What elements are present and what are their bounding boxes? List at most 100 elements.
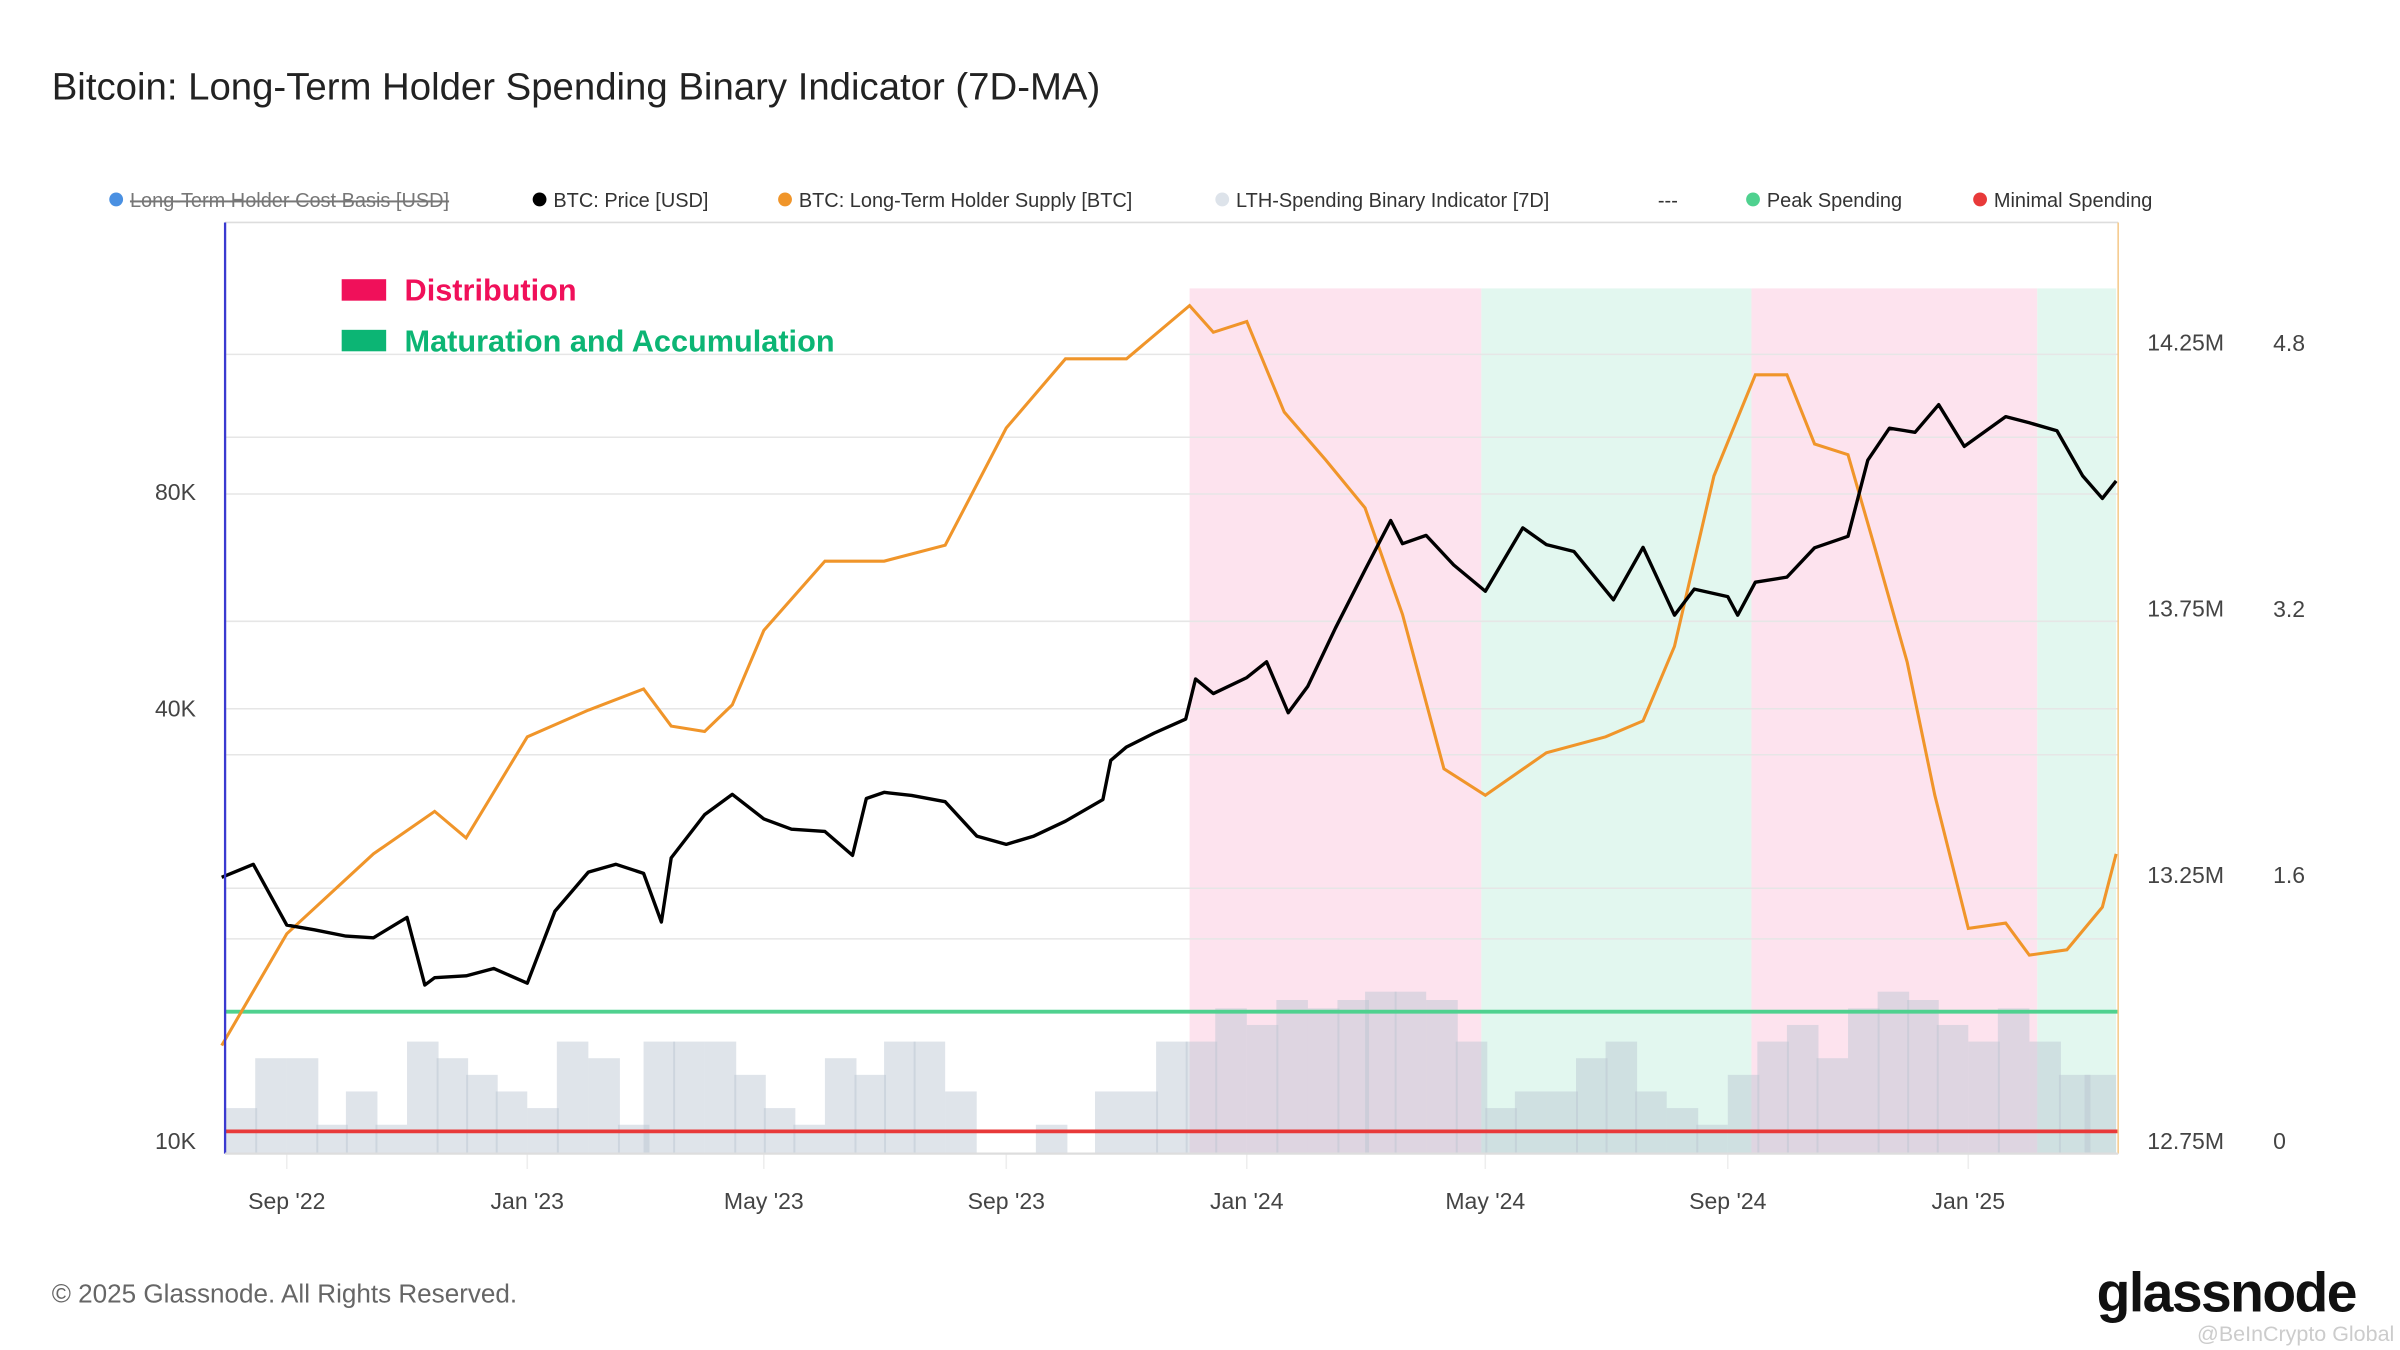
x-tick-label: Sep '24: [1689, 1188, 1766, 1214]
legend-item[interactable]: Long-Term Holder Cost Basis [USD]: [109, 190, 449, 212]
legend-dot-icon: [109, 192, 124, 207]
legend: Long-Term Holder Cost Basis [USD] BTC: Pr…: [109, 190, 2152, 212]
region-maturation-and-accumulation: [2037, 288, 2117, 1154]
indicator-bar: [407, 1041, 439, 1154]
legend-item[interactable]: BTC: Price [USD]: [532, 190, 709, 212]
y-right-supply-tick-label: 13.75M: [2147, 596, 2224, 622]
legend-label: LTH-Spending Binary Indicator [7D]: [1236, 190, 1549, 212]
indicator-bar: [1907, 1000, 1939, 1154]
indicator-bar: [793, 1124, 825, 1154]
indicator-bar: [1635, 1091, 1667, 1154]
indicator-bar: [1365, 991, 1397, 1154]
indicator-bar: [1426, 1000, 1458, 1154]
x-tick-label: Jan '25: [1932, 1188, 2005, 1214]
indicator-bar: [673, 1041, 705, 1154]
indicator-bar: [734, 1074, 766, 1154]
indicator-bar: [1185, 1041, 1218, 1154]
indicator-bar: [1307, 1008, 1340, 1154]
legend-item[interactable]: Minimal Spending: [1973, 190, 2152, 212]
indicator-bar: [345, 1091, 378, 1154]
chart-title: Bitcoin: Long-Term Holder Spending Binar…: [52, 66, 1101, 109]
indicator-bar: [1035, 1124, 1068, 1154]
y-right-indicator-tick-label: 4.8: [2273, 330, 2305, 356]
region-maturation-and-accumulation: [1481, 288, 1752, 1154]
y-right-indicator-tick-label: 0: [2273, 1128, 2286, 1154]
indicator-bar: [1786, 1024, 1819, 1154]
watermark: @BeInCrypto Global: [2197, 1322, 2394, 1346]
indicator-bar: [1877, 991, 1910, 1154]
indicator-bar: [556, 1041, 589, 1154]
legend-item[interactable]: LTH-Spending Binary Indicator [7D]: [1215, 190, 1549, 212]
y-right-supply-tick-label: 14.25M: [2147, 330, 2224, 356]
indicator-bar: [1094, 1091, 1127, 1154]
axes: Sep '22 Jan '23 May '23 Sep '23 Jan '24 May '…: [155, 221, 2305, 1214]
distribution-swatch: [341, 279, 387, 301]
legend-item[interactable]: ---: [1658, 190, 1678, 212]
legend-dot-icon: [1973, 192, 1987, 207]
distribution-label: Distribution: [405, 273, 577, 308]
y-right-indicator-tick-label: 3.2: [2273, 596, 2305, 622]
indicator-bar: [1126, 1091, 1159, 1154]
indicator-bar: [854, 1074, 887, 1154]
legend-item[interactable]: Peak Spending: [1746, 190, 1902, 212]
btc-price-line: [221, 403, 2118, 987]
indicator-bar: [1816, 1058, 1849, 1154]
x-tick-label: Sep '23: [968, 1188, 1045, 1214]
y-left-tick-label: 10K: [155, 1128, 197, 1154]
indicator-bar: [316, 1124, 348, 1154]
x-tick-label: Sep '22: [248, 1188, 325, 1214]
legend-label: ---: [1658, 190, 1678, 212]
indicator-bar: [466, 1074, 498, 1154]
indicator-bar: [643, 1041, 676, 1154]
x-tick-label: Jan '24: [1210, 1188, 1284, 1214]
y-right-supply-tick-label: 13.25M: [2147, 862, 2224, 888]
x-tick-label: Jan '23: [491, 1188, 564, 1214]
annotation-accumulation: Maturation and Accumulation: [341, 323, 835, 358]
indicator-bar: [1156, 1041, 1188, 1154]
indicator-bar: [1337, 1000, 1370, 1154]
y-right-supply-tick-label: 12.75M: [2147, 1128, 2224, 1154]
legend-dot-icon: [1215, 192, 1230, 207]
indicator-bar: [286, 1058, 319, 1154]
indicator-bar: [1246, 1024, 1279, 1154]
y-left-tick-label: 40K: [155, 695, 197, 721]
legend-item[interactable]: BTC: Long-Term Holder Supply [BTC]: [778, 190, 1132, 212]
legend-label: BTC: Long-Term Holder Supply [BTC]: [799, 190, 1133, 212]
y-left-tick-label: 80K: [155, 479, 197, 505]
indicator-bar: [945, 1091, 977, 1154]
indicator-bar: [375, 1124, 408, 1154]
indicator-bar: [1997, 1008, 2030, 1154]
x-tick-label: May '24: [1445, 1188, 1525, 1214]
indicator-bar: [1757, 1041, 1789, 1154]
region-distribution: [1751, 288, 2038, 1154]
copyright: © 2025 Glassnode. All Rights Reserved.: [52, 1278, 517, 1308]
indicator-bar: [1394, 991, 1427, 1154]
region-distribution: [1189, 288, 1482, 1154]
indicator-bar: [436, 1058, 469, 1154]
indicator-bar: [255, 1058, 287, 1154]
indicator-bar: [2058, 1074, 2091, 1154]
indicator-bar: [1215, 1008, 1247, 1154]
indicator-bar: [1936, 1024, 1969, 1154]
legend-dot-icon: [1746, 192, 1760, 207]
indicator-bar: [588, 1058, 620, 1154]
indicator-bar: [1848, 1008, 1880, 1154]
glassnode-logo: glassnode: [2097, 1262, 2356, 1324]
gridlines: [225, 353, 2119, 1169]
indicator-bar: [1276, 1000, 1308, 1154]
indicator-bar: [2029, 1041, 2061, 1154]
indicator-bar: [1696, 1124, 1728, 1154]
threshold-lines: [225, 1009, 2119, 1134]
legend-label: Peak Spending: [1767, 190, 1902, 212]
indicator-bar: [2084, 1074, 2117, 1154]
accumulation-swatch: [341, 329, 387, 352]
indicator-bar: [495, 1091, 528, 1154]
shaded-regions: [1189, 288, 2117, 1154]
indicator-bar: [1727, 1074, 1760, 1154]
indicator-bar: [1546, 1091, 1578, 1154]
indicator-bar: [824, 1058, 857, 1154]
indicator-bar: [913, 1041, 946, 1154]
legend-dot-icon: [778, 192, 792, 207]
lth-supply-line: [220, 303, 2118, 1047]
